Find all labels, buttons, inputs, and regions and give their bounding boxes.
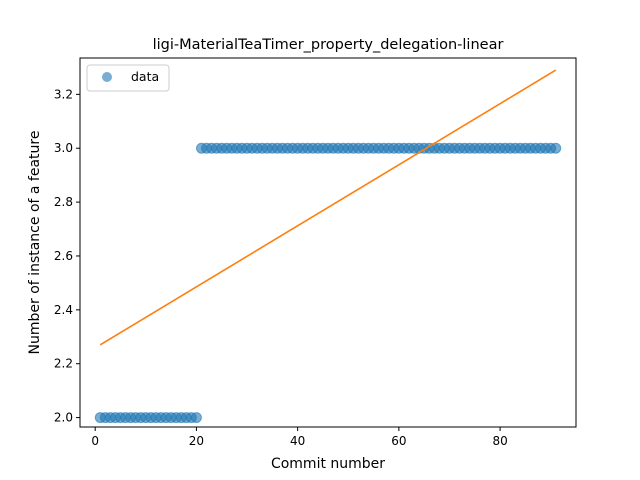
fit-line [100,70,556,345]
legend: data [87,65,169,91]
axes-frame [80,58,576,427]
y-tick-label: 2.4 [54,303,73,317]
y-tick-label: 2.8 [54,195,73,209]
x-tick-label: 60 [391,434,406,448]
x-axis-label: Commit number [271,456,385,472]
y-tick-label: 2.6 [54,249,73,263]
data-point [191,413,201,423]
data-point [551,143,561,153]
y-axis-label: Number of instance of a feature [27,131,43,355]
x-tick-label: 40 [290,434,305,448]
plot-area [95,70,561,422]
chart-title: ligi-MaterialTeaTimer_property_delegatio… [153,37,504,53]
y-axis: 2.0 2.2 2.4 2.6 2.8 3.0 3.2 [54,87,80,424]
x-tick-label: 20 [189,434,204,448]
legend-entry-data: data [131,69,159,84]
y-tick-label: 3.2 [54,87,73,101]
x-tick-label: 0 [91,434,99,448]
x-tick-label: 80 [492,434,507,448]
legend-marker [102,72,112,82]
y-tick-label: 3.0 [54,141,73,155]
y-tick-label: 2.0 [54,411,73,425]
x-axis: 0 20 40 60 80 [91,427,507,448]
y-tick-label: 2.2 [54,357,73,371]
